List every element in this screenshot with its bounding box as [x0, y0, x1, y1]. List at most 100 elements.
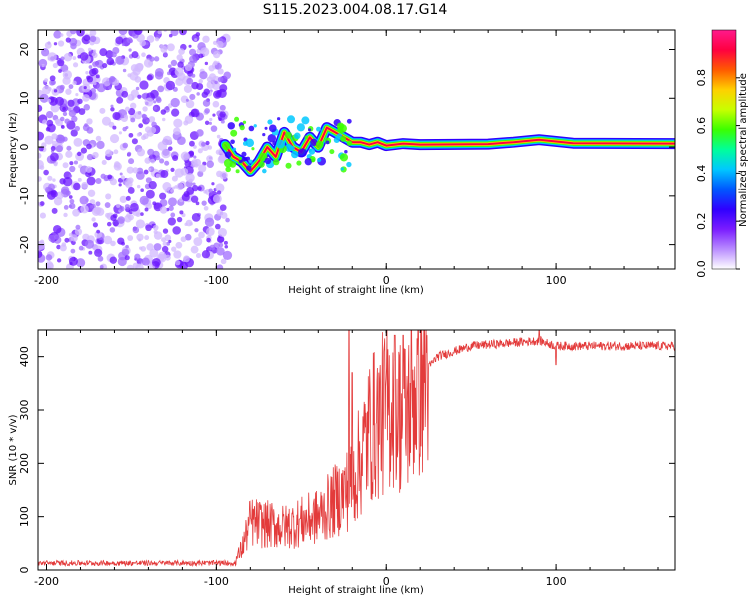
- spectrogram-noise-blob: [140, 212, 144, 216]
- spectrogram-x-ticks: -200 -100 0 100: [34, 30, 659, 287]
- spectrogram-noise-blob: [135, 219, 146, 229]
- spectrogram-noise-blob: [212, 113, 216, 117]
- spectrogram-noise-blob: [217, 76, 224, 83]
- spectrogram-noise-blob: [68, 195, 73, 199]
- spectrogram-noise-blob: [47, 86, 52, 92]
- spectrogram-noise-blob: [130, 89, 139, 98]
- spectrogram-noise-blob: [196, 129, 204, 137]
- spectrogram-noise-blob: [103, 235, 113, 245]
- spectrogram-noise-blob: [190, 195, 199, 203]
- spectrogram-noise-blob: [56, 191, 64, 200]
- spectrogram-noise-blob: [84, 123, 88, 127]
- spectrogram-noise-blob: [53, 162, 58, 167]
- spectrogram-noise-blob: [216, 247, 225, 256]
- spectrogram-noise-blob: [128, 158, 135, 165]
- spectrogram-noise-blob: [191, 213, 201, 222]
- spectrogram-noise-blob: [153, 100, 157, 104]
- spectrogram-noise-blob: [179, 30, 187, 36]
- spectrogram-noise-blob: [164, 160, 170, 166]
- spectrogram-noise-blob: [69, 37, 78, 46]
- spectrogram-noise-blob: [38, 240, 46, 250]
- spectrogram-noise-blob: [149, 248, 159, 258]
- spectrogram-noise-blob: [50, 146, 56, 151]
- spectrogram-trace-blob: [339, 153, 349, 162]
- spectrogram-noise-blob: [172, 154, 179, 162]
- spectrogram-noise-blob: [217, 227, 228, 237]
- spectrogram-noise-blob: [195, 252, 202, 259]
- snr-x-ticks: -200 -100 0 100: [34, 330, 659, 588]
- spectrogram-noise-blob: [133, 30, 143, 35]
- spectrogram-signal-trace: [219, 115, 675, 177]
- spectrogram-noise-blob: [145, 177, 152, 184]
- spectrogram-noise-blob: [125, 195, 131, 201]
- spectrogram-noise-blob: [109, 75, 116, 83]
- spectrogram-noise-blob: [57, 40, 65, 47]
- spectrogram-noise-blob: [48, 234, 56, 243]
- spectrogram-noise-blob: [47, 98, 52, 103]
- spectrogram-noise-blob: [49, 75, 56, 82]
- spectrogram-noise-blob: [110, 107, 115, 112]
- spectrogram-noise-blob: [203, 189, 207, 194]
- spectrogram-noise-blob: [136, 233, 144, 241]
- colorbar-tick-label: 0.4: [695, 165, 708, 183]
- spectrogram-noise-blob: [164, 234, 172, 242]
- spectrogram-noise-blob: [86, 118, 93, 125]
- spectrogram-noise-blob: [170, 30, 179, 37]
- spectrogram-noise-blob: [125, 244, 129, 249]
- spectrogram-noise-blob: [206, 80, 215, 90]
- spectrogram-noise-blob: [173, 127, 181, 135]
- spectrogram-noise-blob: [118, 131, 122, 135]
- spectrogram-noise-blob: [45, 110, 54, 119]
- spectrogram-noise-blob: [153, 243, 162, 251]
- spectrogram-noise-blob: [212, 50, 221, 59]
- spectrogram-trace-blob: [346, 140, 353, 146]
- spectrogram-noise-blob: [170, 188, 175, 193]
- spectrogram-noise-blob: [94, 248, 103, 257]
- colorbar: 0.0 0.2 0.4 0.6 0.8 Normalized spectral ampl…: [695, 29, 749, 278]
- spectrogram-noise-blob: [83, 34, 91, 42]
- spectrogram-noise-blob: [109, 178, 117, 186]
- spectrogram-noise-blob: [77, 98, 83, 105]
- spectrogram-noise-blob: [172, 186, 176, 190]
- spectrogram-noise-blob: [127, 73, 132, 78]
- spectrogram-noise-blob: [92, 151, 99, 159]
- spectrogram-noise-blob: [38, 250, 43, 259]
- spectrogram-noise-blob: [150, 89, 159, 99]
- spectrogram-noise-blob: [189, 93, 196, 101]
- spectrogram-noise-blob: [126, 264, 135, 269]
- spectrogram-trace-blob: [245, 138, 255, 148]
- spectrogram-y-tick-label: -10: [18, 187, 31, 205]
- spectrogram-noise-blob: [167, 197, 178, 207]
- spectrogram-noise-blob: [62, 106, 66, 111]
- spectrogram-noise-blob: [171, 175, 178, 182]
- spectrogram-noise-blob: [219, 111, 226, 118]
- spectrogram-trace-blob: [242, 120, 247, 124]
- spectrogram-noise-blob: [216, 190, 222, 195]
- snr-y-tick-label: 200: [18, 453, 31, 474]
- spectrogram-noise-blob: [159, 192, 167, 200]
- spectrogram-noise-blob: [132, 167, 139, 174]
- spectrogram-noise-blob: [114, 161, 120, 168]
- spectrogram-noise-blob: [69, 161, 74, 166]
- snr-series-line: [38, 330, 675, 568]
- spectrogram-noise-blob: [153, 106, 158, 110]
- spectrogram-noise-blob: [194, 228, 199, 233]
- spectrogram-noise-blob: [144, 207, 149, 212]
- spectrogram-noise-blob: [110, 214, 117, 222]
- spectrogram-noise-blob: [155, 155, 161, 161]
- spectrogram-noise-blob: [153, 229, 158, 235]
- spectrogram-trace-blob: [251, 147, 255, 151]
- spectrogram-noise-blob: [99, 48, 108, 57]
- spectrogram-noise-blob: [121, 248, 130, 256]
- spectrogram-trace-blob: [224, 151, 232, 159]
- snr-y-label: SNR (10 * v/v): [8, 414, 19, 485]
- spectrogram-noise-blob: [39, 201, 45, 206]
- spectrogram-noise-blob: [184, 63, 193, 72]
- spectrogram-noise-blob: [54, 234, 60, 240]
- spectrogram-noise-blob: [145, 224, 152, 232]
- spectrogram-noise-blob: [213, 90, 222, 99]
- spectrogram-noise-blob: [99, 107, 106, 114]
- snr-y-tick-label: 400: [18, 346, 31, 367]
